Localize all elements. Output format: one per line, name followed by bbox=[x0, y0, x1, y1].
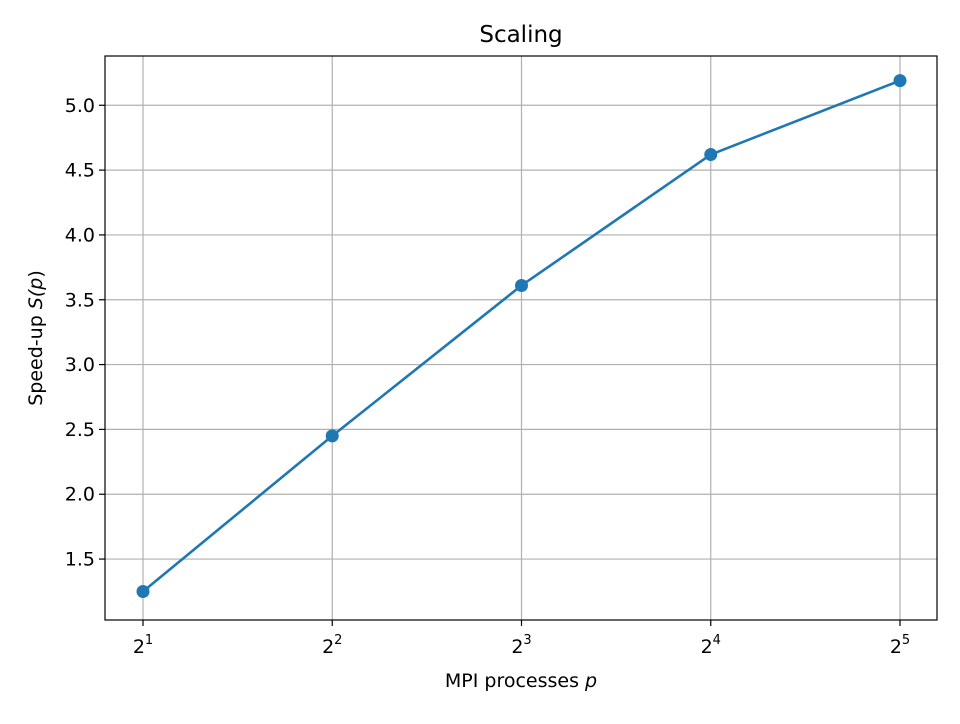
x-axis-label: MPI processes p bbox=[445, 670, 597, 692]
x-tick-label: 22 bbox=[322, 633, 342, 658]
data-point bbox=[893, 74, 907, 88]
x-axis-label-text: MPI processes bbox=[445, 670, 579, 692]
y-tick-label: 4.5 bbox=[65, 160, 95, 182]
plot-frame bbox=[104, 55, 938, 621]
y-axis-label-close: ) bbox=[25, 270, 47, 277]
x-tick-label: 24 bbox=[701, 633, 721, 658]
y-tick-label: 3.5 bbox=[65, 289, 95, 311]
y-axis-label-func: S( bbox=[25, 288, 47, 309]
x-tick-label: 23 bbox=[511, 633, 531, 658]
chart-title: Scaling bbox=[479, 22, 562, 48]
data-point bbox=[325, 429, 339, 443]
data-point bbox=[136, 584, 150, 598]
y-tick-label: 1.5 bbox=[65, 549, 95, 571]
x-tick-label: 25 bbox=[890, 633, 910, 658]
x-axis-label-var: p bbox=[584, 670, 597, 692]
y-axis-label-text: Speed-up bbox=[25, 315, 47, 406]
y-axis-label: Speed-up S(p) bbox=[25, 270, 47, 406]
y-tick-label: 2.5 bbox=[65, 419, 95, 441]
y-tick-label: 4.0 bbox=[65, 224, 95, 246]
y-tick-label: 2.0 bbox=[65, 484, 95, 506]
y-tick-label: 3.0 bbox=[65, 354, 95, 376]
y-tick-label: 5.0 bbox=[65, 95, 95, 117]
x-tick-label: 21 bbox=[133, 633, 153, 658]
y-axis-label-var: p bbox=[25, 278, 47, 291]
data-point bbox=[704, 148, 718, 162]
data-point bbox=[515, 278, 528, 292]
